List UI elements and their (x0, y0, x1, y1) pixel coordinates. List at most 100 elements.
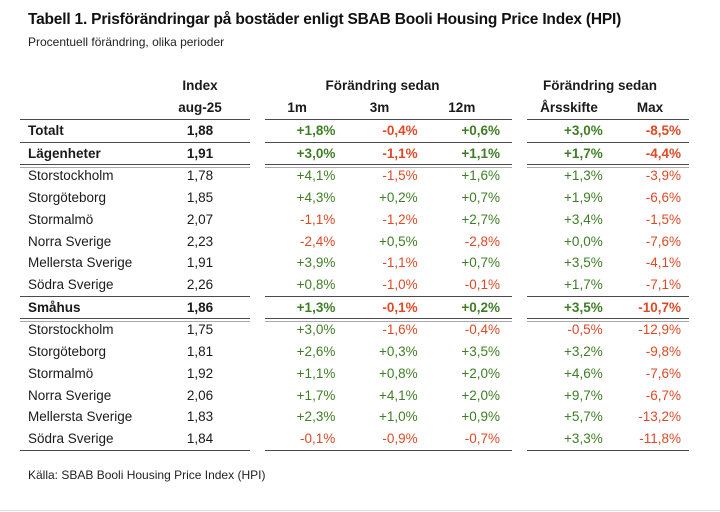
table-body-labels-index: Totalt 1,88 Lägenheter 1,91 Storstockholm 1,7… (20, 120, 250, 451)
cell-change-1m: -0,1% (300, 431, 336, 447)
cell-change-max: -12,9% (638, 322, 681, 338)
cell-index-value: 1,75 (186, 322, 214, 338)
cell-change-12m: -0,1% (464, 277, 500, 293)
table-header-left: Index aug-25 (20, 75, 250, 120)
table-row: -0,1% -0,9% -0,7% (265, 428, 512, 451)
cell-change-max: -7,6% (645, 365, 681, 381)
header-spacer (20, 75, 150, 97)
cell-change-3m: -0,1% (382, 299, 418, 315)
table-row: +1,7% -7,1% (527, 274, 689, 297)
header-spacer (20, 97, 150, 119)
cell-region-label: Småhus (28, 299, 81, 315)
cell-index-value: 2,26 (186, 277, 214, 293)
table-row: Mellersta Sverige 1,83 (20, 406, 250, 428)
table-group-labels-index: Index aug-25 Totalt 1,88 Lägenheter 1,91 Sto… (20, 75, 250, 451)
cell-index-value: 1,84 (186, 431, 214, 447)
cell-change-max: -1,5% (645, 211, 681, 227)
cell-change-12m: +2,0% (461, 365, 500, 381)
table-header-mid: Förändring sedan 1m 3m 12m (265, 75, 512, 120)
page-bottom-divider (0, 510, 720, 511)
cell-region-label: Storgöteborg (28, 190, 107, 206)
cell-index-value: 1,92 (186, 365, 214, 381)
cell-region-label: Totalt (28, 123, 64, 138)
cell-change-max: -3,9% (645, 168, 681, 184)
cell-region-label: Storstockholm (28, 168, 114, 184)
column-header-aug25: aug-25 (178, 100, 222, 115)
cell-change-1m: -1,1% (300, 211, 336, 227)
table-row: +1,3% -3,9% (527, 165, 689, 187)
table-row: +4,6% -7,6% (527, 363, 689, 385)
cell-change-max: -11,8% (639, 431, 681, 447)
cell-change-arsskifte: +1,7% (564, 277, 603, 293)
cell-change-arsskifte: +3,3% (564, 431, 603, 447)
table-row: +2,3% +1,0% +0,9% (265, 406, 512, 428)
table-row: Norra Sverige 2,06 (20, 385, 250, 407)
cell-change-3m: +1,0% (379, 409, 418, 425)
table-row: Stormalmö 2,07 (20, 209, 250, 231)
cell-change-1m: +0,8% (296, 277, 336, 293)
cell-region-label: Storgöteborg (28, 344, 107, 360)
table-row: -2,4% +0,5% -2,8% (265, 231, 512, 253)
cell-change-max: -4,1% (645, 255, 681, 271)
cell-index-value: 1,83 (186, 409, 214, 425)
cell-region-label: Norra Sverige (28, 387, 112, 403)
cell-change-3m: -1,0% (382, 277, 418, 293)
cell-change-arsskifte: +3,0% (564, 123, 603, 138)
table-row: +3,2% -9,8% (527, 341, 689, 363)
cell-change-arsskifte: +5,7% (564, 409, 603, 425)
table-row: +5,7% -13,2% (527, 406, 689, 428)
cell-change-1m: +4,3% (296, 190, 336, 206)
cell-change-max: -9,8% (645, 344, 681, 360)
cell-region-label: Södra Sverige (28, 277, 114, 293)
column-header-index: Index (182, 78, 218, 93)
cell-index-value: 1,91 (186, 145, 214, 161)
cell-change-12m: +1,1% (461, 145, 500, 161)
cell-region-label: Norra Sverige (28, 233, 112, 249)
table-group-change-long: Förändring sedan Årsskifte Max +3,0% -8,5… (527, 75, 689, 451)
cell-change-1m: +4,1% (296, 168, 336, 184)
cell-change-3m: -1,2% (382, 211, 418, 227)
cell-change-arsskifte: +3,4% (564, 211, 603, 227)
table-row: +0,0% -7,6% (527, 231, 689, 253)
cell-region-label: Mellersta Sverige (28, 409, 133, 425)
column-header-arsskifte: Årsskifte (540, 100, 598, 115)
cell-change-arsskifte: +3,2% (564, 344, 603, 360)
table-row: Södra Sverige 2,26 (20, 274, 250, 297)
cell-change-arsskifte: +1,3% (564, 168, 603, 184)
cell-change-max: -7,6% (645, 233, 681, 249)
cell-change-max: -6,7% (645, 387, 681, 403)
cell-change-1m: +3,0% (296, 322, 336, 338)
cell-change-1m: +1,1% (296, 365, 336, 381)
cell-index-value: 1,88 (186, 123, 214, 138)
cell-change-arsskifte: +3,5% (564, 255, 603, 271)
table-row: +3,9% -1,1% +0,7% (265, 252, 512, 274)
table-body-change-short: +1,8% -0,4% +0,6% +3,0% -1,1% +1,1% +4,1% -1,5%… (265, 120, 512, 451)
column-header-12m: 12m (448, 100, 476, 115)
cell-change-arsskifte: +9,7% (564, 387, 603, 403)
source-note: Källa: SBAB Booli Housing Price Index (H… (28, 468, 266, 482)
table-row: Södra Sverige 1,84 (20, 428, 250, 451)
cell-region-label: Stormalmö (28, 365, 94, 381)
cell-change-12m: +0,6% (461, 123, 500, 138)
table-row: Småhus 1,86 (20, 297, 250, 323)
table-row: Storstockholm 1,75 (20, 319, 250, 341)
table-body-change-long: +3,0% -8,5% +1,7% -4,4% +1,3% -3,9% +1,9% -6,6%… (527, 120, 689, 451)
table-header-right: Förändring sedan Årsskifte Max (527, 75, 689, 120)
cell-region-label: Storstockholm (28, 322, 114, 338)
table-row: Norra Sverige 2,23 (20, 231, 250, 253)
cell-change-3m: +0,8% (379, 365, 418, 381)
cell-change-1m: +1,3% (296, 299, 336, 315)
cell-index-value: 2,23 (186, 233, 214, 249)
cell-change-12m: +1,6% (461, 168, 500, 184)
column-header-max: Max (636, 100, 664, 115)
table-row: +3,5% -10,7% (527, 297, 689, 323)
table-row: +0,8% -1,0% -0,1% (265, 274, 512, 297)
table-row: +3,4% -1,5% (527, 209, 689, 231)
cell-change-max: -6,6% (645, 190, 681, 206)
table-row: +3,3% -11,8% (527, 428, 689, 451)
cell-region-label: Lägenheter (28, 145, 101, 161)
cell-change-1m: +2,3% (296, 409, 336, 425)
cell-change-3m: -0,4% (382, 123, 418, 138)
cell-change-12m: +0,7% (461, 255, 500, 271)
cell-change-max: -10,7% (638, 299, 681, 315)
